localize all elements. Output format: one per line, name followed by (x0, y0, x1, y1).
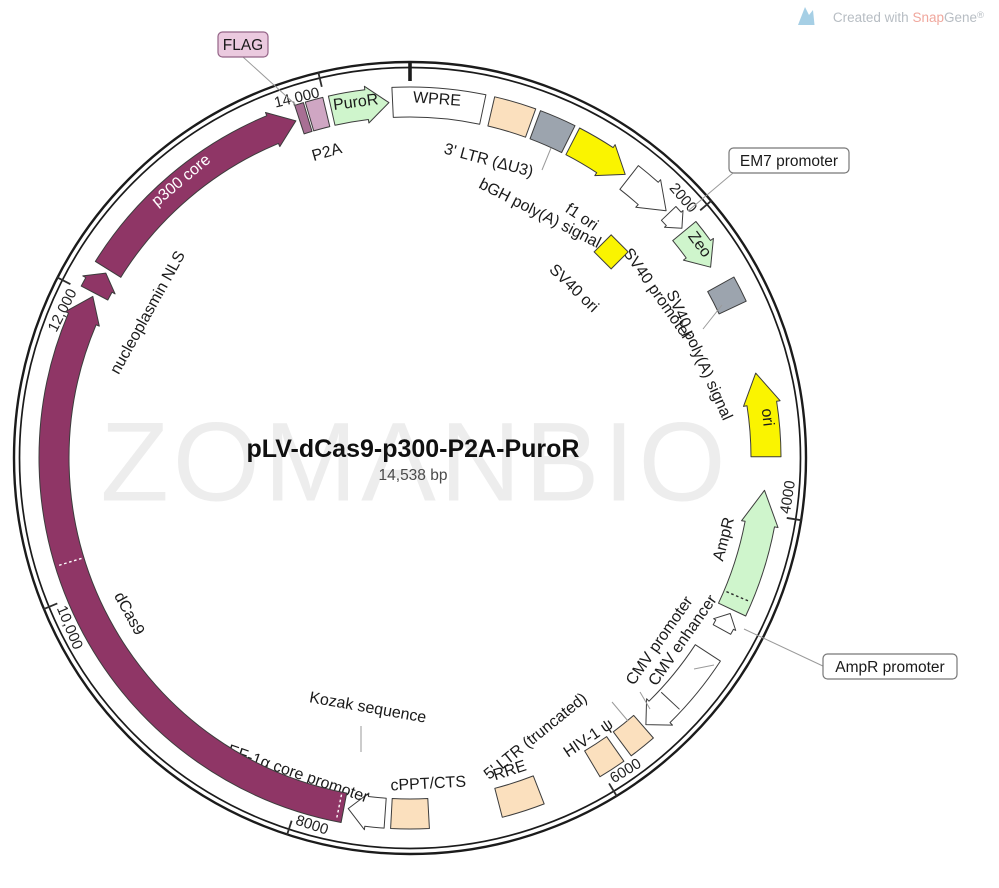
feature-bgh-poly-a-signal (529, 110, 576, 154)
tick-2000 (699, 199, 713, 212)
feature-label-puror: PuroR (332, 91, 379, 114)
callout-box-ampr-promoter (822, 653, 958, 680)
feature-em7-promoter (660, 206, 684, 229)
tick-10-000 (43, 602, 58, 610)
snapgene-logo-icon (798, 7, 815, 25)
feature-label-cppt-cts: cPPT/CTS (390, 774, 466, 795)
feature-hiv-1 (584, 736, 625, 778)
cmv-enhancer-leader (693, 664, 715, 670)
flag-leader (242, 56, 297, 106)
feature-label-3-ltr-u3: 3' LTR (ΔU3) (442, 141, 535, 181)
cmv-enhancer-promoter-divider (660, 691, 680, 710)
feature-puror (327, 85, 390, 126)
tick-8000 (286, 820, 293, 836)
plasmid-size-label: 14,538 bp (379, 467, 448, 484)
callout-label-flag: FLAG (223, 37, 263, 54)
callout-label-ampr-promoter: AmpR promoter (835, 659, 944, 676)
callout-box-em7-promoter (728, 147, 850, 174)
watermark: ZOMANBIO (100, 400, 729, 525)
plasmid-title: pLV-dCas9-p300-P2A-PuroR (247, 435, 580, 463)
feature-f1-ori (565, 127, 626, 177)
feature-sv40-ori (593, 234, 629, 270)
feature-nucleoplasmin-nls (80, 272, 116, 301)
feature-3-ltr-u3 (487, 96, 537, 138)
tick-12-000 (56, 276, 71, 285)
feature-5-ltr-truncated (612, 714, 654, 757)
callout-label-em7-promoter: EM7 promoter (740, 153, 838, 170)
tick-label-4000: 4000 (777, 479, 799, 515)
credit-brand-snap: Snap (912, 10, 944, 25)
dcas9-start-boundary (335, 794, 343, 820)
credit-brand-gene: Gene (944, 10, 977, 25)
ampr-promoter-leader (743, 628, 826, 668)
feature-rre (494, 775, 545, 818)
feature-cppt-cts (390, 798, 430, 830)
feature-cmv-enhancer-cmv-promoter (645, 644, 721, 726)
feature-ampr-promoter (712, 613, 737, 635)
bgh-polya-leader (541, 147, 552, 171)
tick-6000 (608, 782, 618, 797)
tick-4000 (786, 517, 802, 522)
credit-created-with: Created with (833, 10, 913, 25)
snapgene-credit: Created with SnapGene® (833, 10, 984, 25)
tick-14-000 (317, 72, 323, 88)
feature-p2a (304, 96, 331, 132)
feature-p300-core (94, 112, 297, 278)
credit-registered-mark: ® (977, 10, 984, 21)
feature-ef-1-core-promoter (347, 792, 387, 831)
feature-label-sv40-ori: SV40 ori (546, 261, 602, 316)
feature-ori (743, 372, 782, 458)
kozak-sequence-label: Kozak sequence (308, 689, 428, 726)
cmv-promoter-leader (639, 691, 651, 710)
feature-zeo (672, 221, 714, 268)
5ltr-leader (611, 701, 629, 722)
feature-label-wpre: WPRE (412, 89, 461, 110)
feature-label-ori: ori (758, 407, 777, 427)
feature-label-p2a: P2A (310, 140, 344, 165)
dcas9-segment-boundary (57, 557, 82, 567)
feature-wpre (391, 86, 487, 125)
callout-box-flag (217, 31, 269, 58)
feature-ampr (718, 489, 779, 617)
sv40-polya-leader (702, 304, 723, 330)
ampr-segment-boundary (726, 591, 750, 603)
feature-sv40-promoter (619, 165, 667, 212)
feature-flag (294, 102, 313, 135)
em7-promoter-leader (687, 172, 734, 212)
feature-dcas9 (38, 295, 348, 823)
feature-sv40-poly-a-signal (707, 276, 747, 315)
